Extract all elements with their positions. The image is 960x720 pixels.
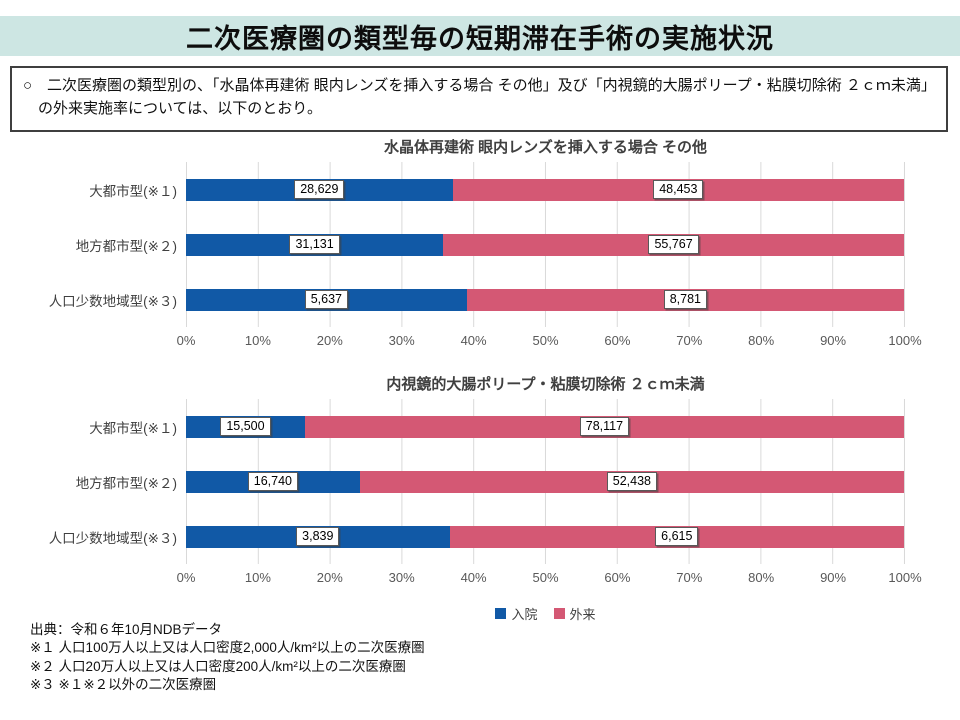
value-label: 78,117	[579, 417, 630, 436]
axis-tick: 80%	[748, 333, 775, 348]
plot-area: 大都市型(※１) 28,629 48,453 地方都市型(※２) 31,131 …	[49, 162, 905, 327]
outpatient-bar-segment: 48,453	[452, 178, 904, 201]
legend: 入院 外来	[186, 604, 905, 623]
stacked-bar: 31,131 55,767	[186, 233, 904, 256]
chart-colon-polypectomy: 内視鏡的大腸ポリープ・粘膜切除術 ２ｃｍ未満 大都市型(※１) 15,500 7…	[0, 373, 960, 590]
axis-tick: 40%	[460, 333, 487, 348]
footer: 出典：令和６年10月NDBデータ ※１ 人口100万人以上又は人口密度2,000…	[30, 621, 930, 694]
axis-tick: 90%	[820, 570, 847, 585]
chart-cataract-surgery: 水晶体再建術 眼内レンズを挿入する場合 その他 大都市型(※１) 28,629 …	[0, 136, 960, 353]
bar-row: 大都市型(※１) 15,500 78,117	[89, 399, 904, 454]
inpatient-bar-segment: 28,629	[186, 178, 453, 201]
axis-tick: 100%	[888, 570, 922, 585]
page-title-band: 二次医療圏の類型毎の短期滞在手術の実施状況	[0, 16, 960, 56]
category-label: 地方都市型(※２)	[75, 238, 177, 254]
axis-tick: 100%	[888, 333, 922, 348]
stacked-bar: 5,637 8,781	[186, 288, 904, 311]
footnote-1: ※１ 人口100万人以上又は人口密度2,000人/km²以上の二次医療圏	[30, 640, 425, 656]
inpatient-bar-segment: 16,740	[186, 470, 360, 493]
value-label: 5,637	[304, 290, 348, 309]
footer-source: 出典：令和６年10月NDBデータ	[30, 622, 223, 637]
stacked-bar: 3,839 6,615	[186, 525, 904, 548]
axis-tick: 60%	[604, 570, 631, 585]
chart-title: 水晶体再建術 眼内レンズを挿入する場合 その他	[383, 139, 708, 156]
inpatient-bar-segment: 3,839	[186, 525, 450, 548]
stacked-bar: 15,500 78,117	[186, 415, 904, 438]
axis-tick: 0%	[176, 333, 196, 348]
category-label: 人口少数地域型(※３)	[48, 530, 177, 546]
outpatient-bar-segment: 55,767	[443, 233, 904, 256]
legend-label: 入院	[511, 607, 538, 622]
axis-tick: 10%	[244, 570, 271, 585]
plot-area: 大都市型(※１) 15,500 78,117 地方都市型(※２) 16,740 …	[49, 399, 905, 564]
bar-row: 地方都市型(※２) 31,131 55,767	[76, 217, 904, 272]
value-label: 28,629	[294, 180, 345, 199]
axis-tick: 20%	[316, 333, 343, 348]
category-label: 人口少数地域型(※３)	[48, 293, 177, 309]
value-label: 3,839	[296, 527, 340, 546]
axis-tick: 10%	[244, 333, 271, 348]
value-label: 31,131	[289, 235, 340, 254]
outpatient-bar-segment: 52,438	[359, 470, 904, 493]
axis-tick: 70%	[676, 333, 703, 348]
axis-tick: 20%	[316, 570, 343, 585]
category-label: 大都市型(※１)	[89, 420, 177, 436]
bar-row: 大都市型(※１) 28,629 48,453	[89, 162, 904, 217]
legend-item-inpatient: 入院	[495, 604, 538, 623]
inpatient-bar-segment: 15,500	[186, 415, 305, 438]
inpatient-bar-segment: 5,637	[186, 288, 467, 311]
value-label: 8,781	[663, 290, 707, 309]
footnote-2: ※２ 人口20万人以上又は人口密度200人/km²以上の二次医療圏	[30, 658, 406, 674]
inpatient-bar-segment: 31,131	[186, 233, 444, 256]
axis-tick: 30%	[388, 570, 415, 585]
stacked-bar: 16,740 52,438	[186, 470, 904, 493]
stacked-bar: 28,629 48,453	[186, 178, 904, 201]
outpatient-bar-segment: 8,781	[466, 288, 904, 311]
page-title: 二次医療圏の類型毎の短期滞在手術の実施状況	[186, 23, 774, 54]
value-label: 55,767	[648, 235, 699, 254]
value-label: 6,615	[655, 527, 699, 546]
value-label: 48,453	[653, 180, 704, 199]
footnote-3: ※３ ※１※２以外の二次医療圏	[30, 677, 217, 693]
value-label: 16,740	[247, 472, 298, 491]
outpatient-bar-segment: 78,117	[304, 415, 904, 438]
chart-title: 内視鏡的大腸ポリープ・粘膜切除術 ２ｃｍ未満	[386, 376, 705, 393]
legend-label: 外来	[569, 607, 596, 622]
value-label: 15,500	[220, 417, 271, 436]
value-label: 52,438	[606, 472, 657, 491]
outpatient-bar-segment: 6,615	[449, 525, 904, 548]
bar-row: 地方都市型(※２) 16,740 52,438	[76, 454, 904, 509]
intro-box: ○ 二次医療圏の類型別の、「水晶体再建術 眼内レンズを挿入する場合 その他」及び…	[10, 66, 948, 132]
axis-tick: 70%	[676, 570, 703, 585]
bar-row: 人口少数地域型(※３) 3,839 6,615	[49, 509, 904, 564]
x-axis: 0% 10% 20% 30% 40% 50% 60% 70% 80% 90% 1…	[177, 570, 922, 590]
axis-tick: 0%	[176, 570, 196, 585]
legend-item-outpatient: 外来	[553, 604, 596, 623]
outpatient-swatch-icon	[553, 608, 565, 619]
bar-row: 人口少数地域型(※３) 5,637 8,781	[49, 272, 904, 327]
axis-tick: 50%	[532, 570, 559, 585]
category-label: 大都市型(※１)	[89, 183, 177, 199]
intro-text: ○ 二次医療圏の類型別の、「水晶体再建術 眼内レンズを挿入する場合 その他」及び…	[23, 77, 929, 117]
axis-tick: 60%	[604, 333, 631, 348]
x-axis: 0% 10% 20% 30% 40% 50% 60% 70% 80% 90% 1…	[177, 333, 922, 353]
axis-tick: 80%	[748, 570, 775, 585]
axis-tick: 50%	[532, 333, 559, 348]
axis-tick: 90%	[820, 333, 847, 348]
axis-tick: 30%	[388, 333, 415, 348]
inpatient-swatch-icon	[495, 608, 507, 619]
axis-tick: 40%	[460, 570, 487, 585]
category-label: 地方都市型(※２)	[75, 475, 177, 491]
